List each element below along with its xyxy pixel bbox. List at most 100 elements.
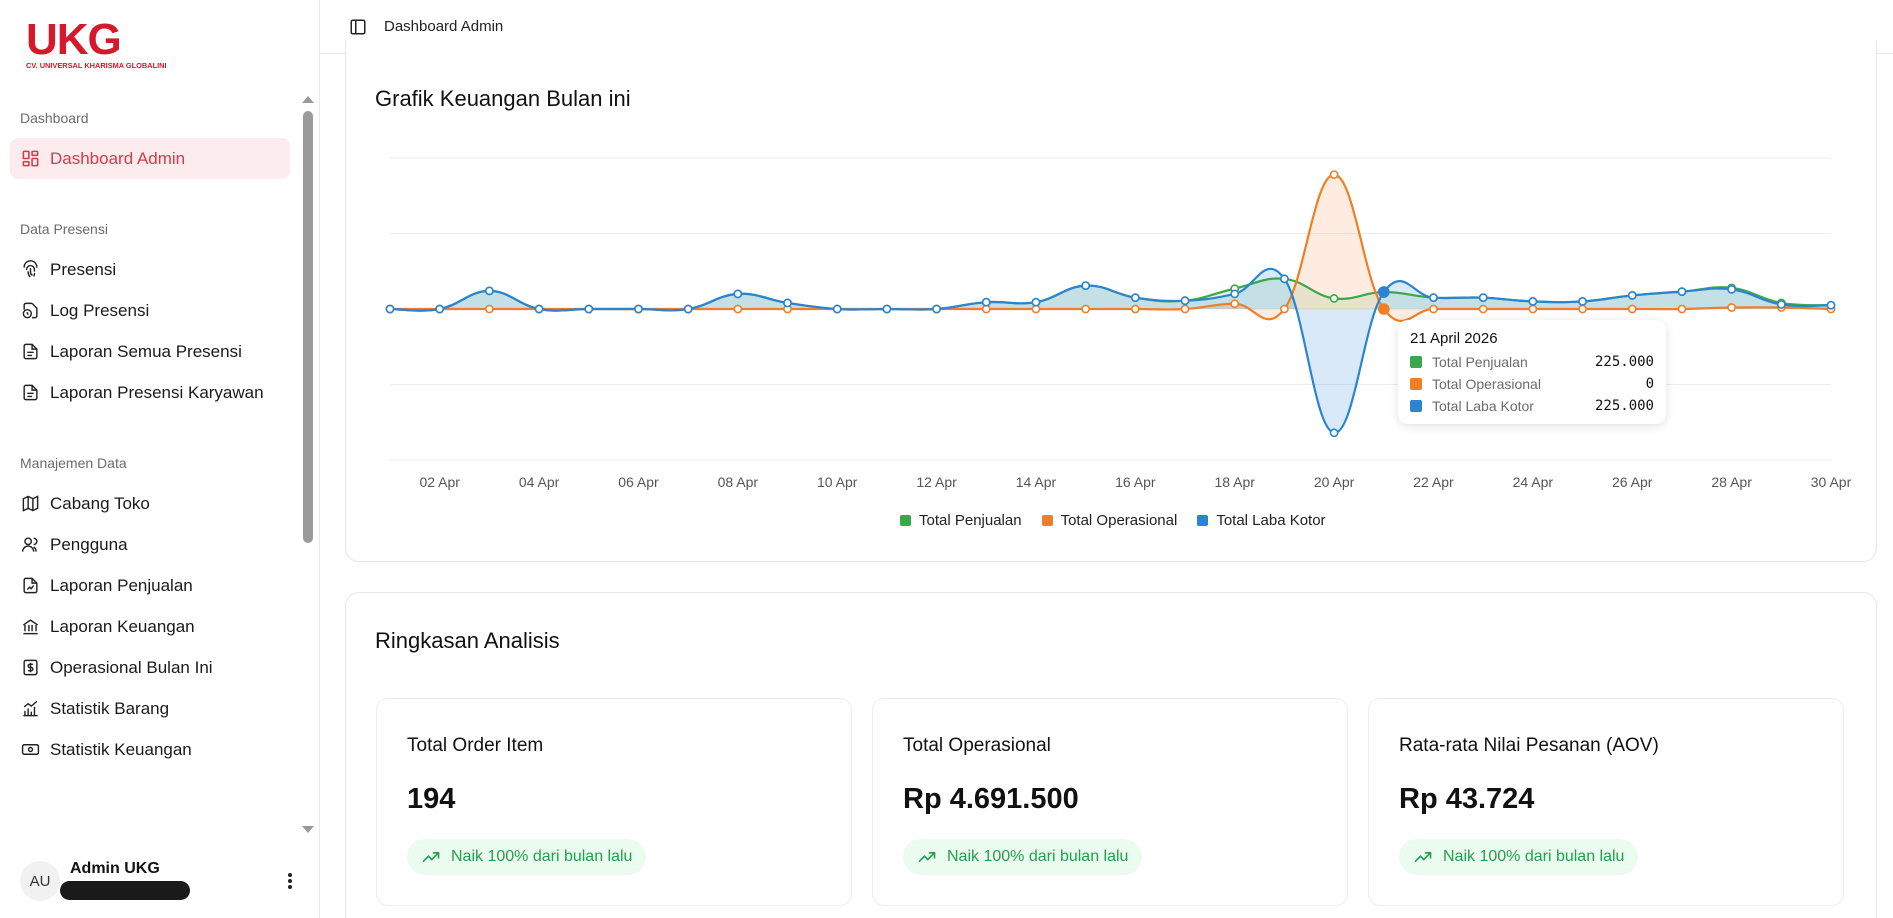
data-point — [1429, 293, 1438, 303]
sidebar-scrollbar-thumb[interactable] — [303, 111, 313, 543]
series-area-3 — [390, 268, 1831, 433]
legend-label: Total Penjualan — [919, 512, 1022, 529]
data-point — [1180, 296, 1190, 306]
legend-label: Total Laba Kotor — [1216, 512, 1326, 529]
data-point — [1429, 304, 1438, 314]
x-tick-label: 06 Apr — [618, 474, 659, 490]
tooltip-row: Total Operasional 0 — [1410, 373, 1654, 395]
sidebar-item-label: Laporan Keuangan — [50, 616, 195, 636]
data-point — [584, 304, 594, 314]
stat-label: Total Operasional — [903, 735, 1051, 756]
legend-swatch — [900, 515, 911, 526]
trending-up-icon — [918, 852, 936, 862]
sidebar-item-label: Cabang Toko — [50, 493, 150, 513]
sidebar-item-dashboard-admin[interactable]: Dashboard Admin — [10, 138, 290, 179]
series-area-1 — [390, 278, 1831, 311]
stat-card-total-order-item: Total Order Item 194 Naik 100% dari bula… — [376, 698, 852, 906]
legend-swatch — [1041, 515, 1053, 526]
data-point — [1578, 304, 1587, 314]
x-tick-label: 28 Apr — [1711, 474, 1752, 490]
data-point — [1377, 286, 1390, 298]
data-point — [1377, 303, 1390, 315]
group-label-manajemen-data: Manajemen Data — [20, 455, 127, 471]
legend-label: Total Operasional — [1060, 512, 1178, 529]
data-point — [733, 304, 743, 314]
x-tick-label: 04 Apr — [519, 474, 560, 490]
user-info: Admin UKG — [60, 860, 190, 902]
data-point — [435, 304, 445, 314]
sidebar-item-label: Operasional Bulan Ini — [50, 657, 213, 677]
trend-badge: Naik 100% dari bulan lalu — [903, 839, 1143, 875]
sidebar-item-label: Laporan Semua Presensi — [50, 341, 242, 361]
user-profile[interactable]: AU Admin UKG — [20, 860, 300, 902]
stat-value: Rp 4.691.500 — [903, 783, 1079, 815]
summary-title: Ringkasan Analisis — [375, 628, 560, 653]
data-point — [1478, 304, 1488, 314]
data-point — [484, 286, 494, 296]
sidebar-item-laporan-presensi-karyawan[interactable]: Laporan Presensi Karyawan — [10, 372, 290, 413]
tooltip-row: Total Penjualan 225.000 — [1410, 351, 1654, 373]
tooltip-date: 21 April 2026 — [1410, 330, 1498, 347]
tooltip-swatch — [1410, 400, 1422, 412]
data-point — [981, 297, 991, 307]
data-point — [1727, 284, 1737, 294]
x-tick-label: 22 Apr — [1413, 474, 1454, 490]
x-tick-label: 10 Apr — [817, 474, 858, 490]
trending-up-icon — [1414, 852, 1432, 862]
finance-area-chart[interactable]: 02 Apr 04 Apr 06 Apr 08 Apr 10 Apr 12 Apr 14 A… — [345, 130, 1877, 550]
sidebar-item-presensi[interactable]: Presensi — [10, 249, 290, 290]
x-tick-label: 26 Apr — [1612, 474, 1653, 490]
scroll-up-arrow[interactable] — [302, 96, 314, 103]
data-point — [1727, 303, 1737, 312]
sidebar-item-cabang-toko[interactable]: Cabang Toko — [10, 483, 290, 524]
bar-chart-icon — [20, 699, 40, 719]
scroll-down-arrow[interactable] — [302, 826, 314, 833]
more-options-icon[interactable] — [280, 871, 300, 891]
chart-title: Grafik Keuangan Bulan ini — [375, 86, 631, 111]
sidebar-item-label: Statistik Keuangan — [50, 739, 192, 759]
data-point — [1180, 304, 1190, 314]
data-point — [932, 304, 941, 314]
sidebar: UKG CV. UNIVERSAL KHARISMA GLOBALINDO Da… — [0, 0, 320, 918]
data-point — [1677, 287, 1687, 297]
dashboard-icon — [20, 149, 40, 169]
x-tick-label: 30 Apr — [1811, 474, 1852, 490]
tooltip-label: Total Laba Kotor — [1432, 398, 1534, 414]
sidebar-item-label: Log Presensi — [50, 300, 150, 320]
fingerprint-icon — [20, 260, 40, 280]
company-logo[interactable]: UKG CV. UNIVERSAL KHARISMA GLOBALINDO — [24, 15, 176, 72]
stat-label: Rata-rata Nilai Pesanan (AOV) — [1399, 735, 1659, 756]
sidebar-item-laporan-semua-presensi[interactable]: Laporan Semua Presensi — [10, 331, 290, 372]
x-tick-label: 18 Apr — [1214, 474, 1255, 490]
redacted-email — [60, 881, 190, 900]
chart-legend: Total Penjualan Total Operasional Total … — [900, 512, 1346, 529]
tooltip-label: Total Operasional — [1432, 376, 1541, 392]
data-point — [484, 304, 494, 314]
x-tick-label: 16 Apr — [1115, 474, 1156, 490]
data-point — [1230, 289, 1240, 299]
data-point — [783, 298, 792, 308]
legend-swatch — [1197, 515, 1209, 526]
legend-item-laba-kotor[interactable]: Total Laba Kotor — [1197, 512, 1326, 529]
group-label-dashboard: Dashboard — [20, 110, 89, 126]
sidebar-item-operasional-bulan-ini[interactable]: Operasional Bulan Ini — [10, 647, 290, 688]
sidebar-item-laporan-penjualan[interactable]: Laporan Penjualan — [10, 565, 290, 606]
sidebar-item-pengguna[interactable]: Pengguna — [10, 524, 290, 565]
file-icon — [20, 342, 40, 362]
sidebar-item-log-presensi[interactable]: Log Presensi — [10, 290, 290, 331]
legend-item-penjualan[interactable]: Total Penjualan — [900, 512, 1022, 529]
x-tick-label: 20 Apr — [1314, 474, 1355, 490]
page-title: Dashboard Admin — [384, 18, 504, 35]
sidebar-item-statistik-barang[interactable]: Statistik Barang — [10, 688, 290, 729]
legend-item-operasional[interactable]: Total Operasional — [1041, 512, 1178, 529]
tooltip-value: 0 — [1645, 376, 1654, 392]
file-clock-icon — [20, 301, 40, 321]
stat-card-aov: Rata-rata Nilai Pesanan (AOV) Rp 43.724 … — [1368, 698, 1844, 906]
sidebar-item-laporan-keuangan[interactable]: Laporan Keuangan — [10, 606, 290, 647]
logo-subtitle: CV. UNIVERSAL KHARISMA GLOBALINDO — [26, 61, 166, 70]
sidebar-toggle-icon[interactable] — [348, 17, 368, 37]
data-point — [1329, 428, 1339, 438]
data-point — [1081, 281, 1091, 290]
sidebar-item-statistik-keuangan[interactable]: Statistik Keuangan — [10, 729, 290, 770]
data-point — [1329, 170, 1339, 180]
